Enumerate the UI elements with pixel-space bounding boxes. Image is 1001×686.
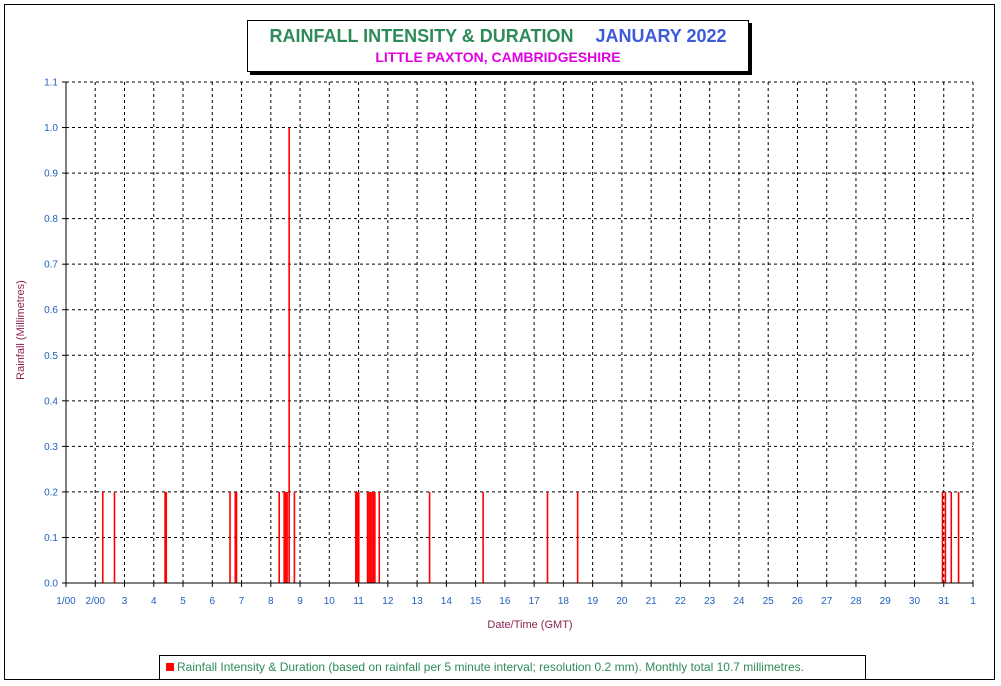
x-tick-label: 28 (850, 596, 862, 607)
y-tick-labels: 0.0 0.1 0.2 0.3 0.4 0.5 0.6 0.7 0.8 0.9 1.0 1.1 (44, 78, 58, 590)
rainfall-bar (546, 491, 549, 583)
y-tick-label: 0.0 (44, 579, 58, 590)
rainfall-bar (283, 491, 285, 583)
legend-label: Rainfall Intensity & Duration (based on … (177, 660, 804, 674)
rainfall-bar (165, 491, 168, 583)
x-tick-label: 9 (297, 596, 303, 607)
x-tick-label: 5 (180, 596, 186, 607)
rainfall-bar (428, 491, 431, 583)
rainfall-bar (957, 491, 960, 583)
rainfall-bar (234, 491, 237, 583)
x-tick-label: 13 (412, 596, 424, 607)
x-tick-label: 31 (938, 596, 950, 607)
x-tick-label: 18 (558, 596, 570, 607)
rainfall-bar (235, 491, 238, 583)
x-tick-label: 10 (324, 596, 336, 607)
y-tick-label: 0.9 (44, 169, 58, 180)
y-tick-label: 0.5 (44, 351, 58, 362)
x-tick-label: 4 (151, 596, 157, 607)
rainfall-bar (374, 491, 376, 583)
rainfall-bar (101, 491, 104, 583)
y-tick-label: 0.4 (44, 396, 58, 407)
legend: Rainfall Intensity & Duration (based on … (159, 655, 866, 680)
rainfall-bar (278, 491, 280, 583)
chart-subtitle: LITTLE PAXTON, CAMBRIDGESHIRE (375, 49, 621, 65)
rainfall-bar (356, 491, 359, 583)
x-tick-label: 19 (587, 596, 599, 607)
rainfall-bar (366, 491, 369, 583)
rainfall-bar (357, 491, 360, 583)
y-tick-label: 1.1 (44, 78, 58, 89)
rainfall-bar (113, 491, 116, 583)
x-tick-label: 27 (821, 596, 833, 607)
y-tick-label: 1.0 (44, 123, 58, 134)
x-tick-label: 1 (970, 596, 976, 607)
x-tick-label: 2/00 (86, 596, 106, 607)
rainfall-bar (229, 491, 231, 583)
rainfall-bar (368, 491, 370, 583)
x-tick-label: 11 (353, 596, 364, 607)
rainfall-bar (369, 491, 372, 583)
rainfall-bar (371, 491, 373, 583)
x-tick-label: 23 (704, 596, 716, 607)
y-tick-label: 0.1 (44, 533, 58, 544)
x-tick-label: 17 (529, 596, 541, 607)
rainfall-bar (164, 491, 166, 583)
y-tick-label: 0.6 (44, 305, 58, 316)
title-box: RAINFALL INTENSITY & DURATION JANUARY 202… (247, 20, 749, 72)
chart-title-month: JANUARY 2022 (595, 26, 727, 46)
rainfall-bar (286, 491, 288, 583)
x-tick-label: 29 (880, 596, 892, 607)
rainfall-bar (941, 491, 944, 583)
x-tick-label: 22 (675, 596, 687, 607)
x-tick-label: 7 (239, 596, 245, 607)
x-tick-label: 30 (909, 596, 921, 607)
rainfall-bar (284, 491, 287, 583)
grid-lines (66, 81, 974, 583)
rainfall-bar (288, 127, 290, 583)
x-tick-label: 21 (646, 596, 658, 607)
chart-title: RAINFALL INTENSITY & DURATION (269, 26, 574, 46)
x-tick-label: 8 (268, 596, 274, 607)
x-axis-label: Date/Time (GMT) (487, 619, 572, 631)
rainfall-bar (378, 491, 381, 583)
legend-swatch (166, 663, 174, 671)
rainfall-bar (372, 491, 375, 583)
rainfall-bar (944, 491, 947, 583)
x-tick-label: 24 (733, 596, 745, 607)
x-tick-label: 3 (122, 596, 128, 607)
rainfall-bar (482, 491, 484, 583)
y-tick-label: 0.3 (44, 442, 58, 453)
rainfall-bar (576, 491, 579, 583)
x-tick-label: 20 (616, 596, 628, 607)
x-tick-label: 25 (763, 596, 775, 607)
y-axis-label: Rainfall (Millimetres) (15, 280, 27, 380)
y-tick-label: 0.2 (44, 487, 58, 498)
x-tick-labels: 1/00 2/00 3 4 5 6 7 8 9 10 11 12 13 14 15 16 17 18 19 20 21 2… (56, 596, 976, 607)
x-tick-label: 16 (499, 596, 511, 607)
title-line: RAINFALL INTENSITY & DURATION JANUARY 202… (248, 26, 748, 47)
rainfall-bars (101, 127, 960, 583)
x-tick-label: 6 (210, 596, 216, 607)
x-tick-label: 14 (441, 596, 453, 607)
x-tick-label: 26 (792, 596, 804, 607)
rainfall-chart: 0.0 0.1 0.2 0.3 0.4 0.5 0.6 0.7 0.8 0.9 1.0 1.1 1/0… (15, 78, 976, 632)
rainfall-bar (293, 491, 296, 583)
x-tick-label: 12 (382, 596, 394, 607)
axes (62, 81, 974, 587)
x-tick-label: 1/00 (56, 596, 76, 607)
rainfall-bar (950, 491, 953, 583)
y-tick-label: 0.8 (44, 214, 58, 225)
y-tick-label: 0.7 (44, 260, 58, 271)
rainfall-bar (355, 491, 357, 583)
x-tick-label: 15 (470, 596, 482, 607)
